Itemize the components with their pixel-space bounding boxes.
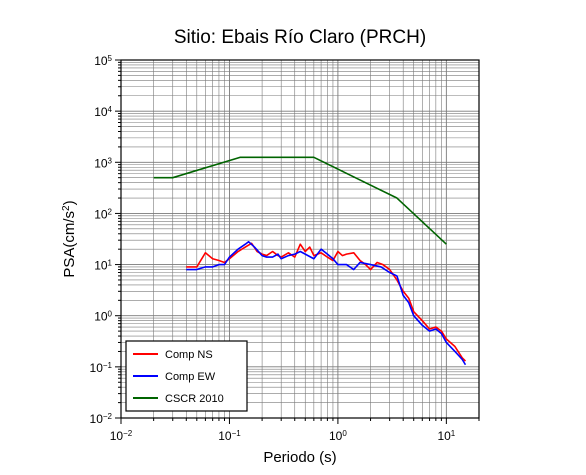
- series-layer: [153, 156, 467, 366]
- y-tick-label: 102: [94, 207, 112, 222]
- y-tick-label: 101: [94, 258, 112, 273]
- y-tick-label: 10−1: [90, 360, 113, 375]
- series-line-comp-ns: [186, 242, 467, 362]
- y-tick-label: 103: [94, 156, 112, 171]
- y-axis-label-sup: 2: [61, 205, 72, 211]
- y-axis-label-main: PSA(cm/s: [61, 211, 78, 278]
- x-tick-label: 101: [437, 429, 455, 444]
- chart-title: Sitio: Ebais Río Claro (PRCH): [174, 27, 426, 48]
- plot-frame: [120, 59, 480, 419]
- legend-label-cscr: CSCR 2010: [165, 393, 224, 405]
- legend: Comp NS Comp EW CSCR 2010: [125, 340, 248, 412]
- legend-label-ns: Comp NS: [165, 349, 213, 361]
- y-axis-label: PSA(cm/s2): [61, 200, 79, 277]
- series-line-cscr-2010: [153, 156, 447, 245]
- axis-ticks: [115, 59, 480, 424]
- x-axis-label: Periodo (s): [263, 449, 336, 466]
- x-tick-label: 10−2: [110, 429, 133, 444]
- y-tick-label: 100: [94, 309, 112, 324]
- y-tick-label: 105: [94, 54, 112, 69]
- x-tick-label: 10−1: [218, 429, 241, 444]
- grid: [120, 59, 480, 419]
- tick-labels: 10−2 10−1 100 101 10−2 10−1 100 101 102 103 104 105: [90, 54, 456, 444]
- x-tick-label: 100: [329, 429, 347, 444]
- y-tick-label: 104: [94, 105, 112, 120]
- series-line-comp-ew: [186, 240, 467, 366]
- y-axis-label-close: ): [61, 200, 78, 205]
- legend-label-ew: Comp EW: [165, 371, 216, 383]
- y-tick-label: 10−2: [90, 412, 113, 427]
